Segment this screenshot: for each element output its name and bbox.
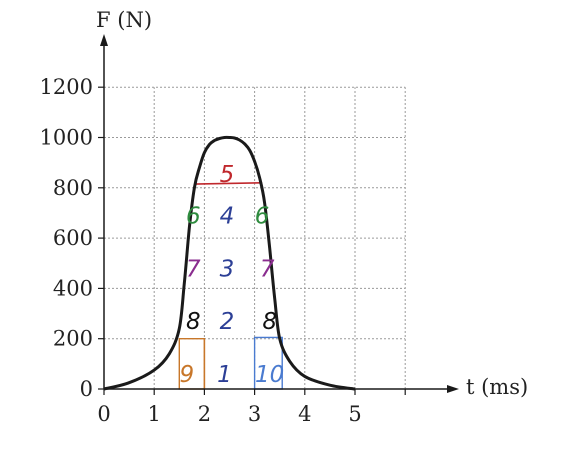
annotations: 56 4 67 3 78 2 89 1 10	[180, 162, 285, 388]
x-tick-label: 5	[348, 402, 361, 426]
y-axis-label: F (N)	[96, 8, 152, 32]
x-axis-label: t (ms)	[466, 375, 528, 399]
x-tick-label: 3	[248, 402, 261, 426]
region-number-label: 1	[217, 362, 232, 388]
y-tick-label: 600	[53, 226, 93, 250]
axes	[100, 34, 459, 393]
region-number-label: 6	[186, 203, 201, 229]
x-tick-label: 2	[198, 402, 211, 426]
y-tick-label: 1000	[40, 126, 93, 150]
region-number-label: 5	[220, 162, 235, 188]
region-5-boundary	[194, 181, 263, 185]
y-tick-label: 400	[53, 276, 93, 300]
region-number-label: 4	[220, 203, 235, 229]
y-tick-label: 0	[80, 377, 93, 401]
region-number-label: 8	[262, 309, 277, 335]
region-number-label: 9	[180, 362, 195, 388]
y-axis-arrow	[100, 34, 108, 46]
region-number-label: 8	[186, 309, 201, 335]
force-curve	[103, 135, 356, 391]
y-tick-label: 800	[53, 176, 93, 200]
region-number-label: 6	[255, 203, 270, 229]
x-tick-label: 1	[148, 402, 161, 426]
y-tick-label: 1200	[40, 75, 93, 99]
region-number-label: 7	[186, 256, 201, 282]
x-tick-label: 0	[97, 402, 110, 426]
x-axis-arrow	[447, 385, 459, 393]
region-number-label: 2	[220, 309, 235, 335]
y-tick-label: 200	[53, 327, 93, 351]
region-number-label: 7	[260, 256, 275, 282]
curve-layer	[103, 135, 356, 391]
region-number-label: 3	[220, 256, 235, 282]
region-number-label: 10	[255, 362, 284, 388]
x-tick-label: 4	[298, 402, 311, 426]
